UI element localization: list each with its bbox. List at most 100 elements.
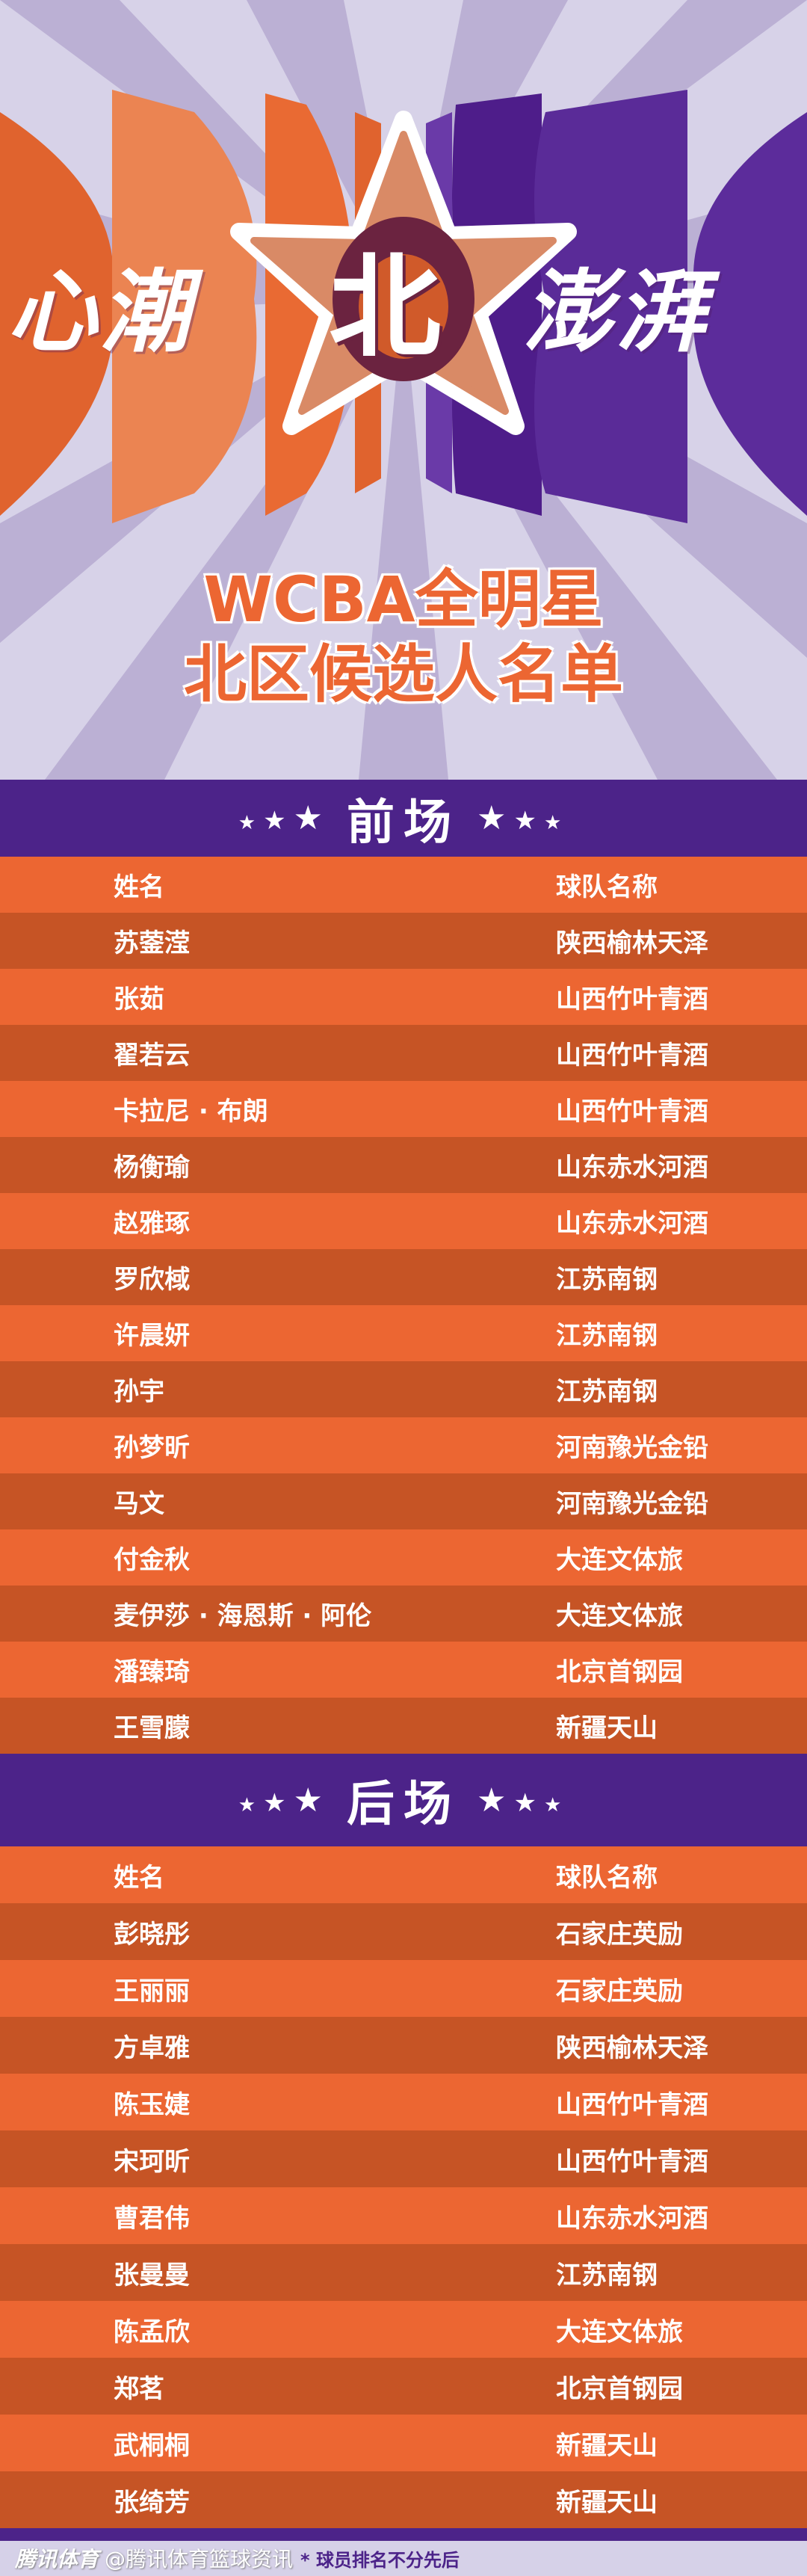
player-name: 陈孟欣 [114,2317,190,2347]
player-name: 郑茗 [114,2373,164,2404]
team-name: 江苏南钢 [556,1377,658,1407]
team-name: 石家庄英励 [556,1976,683,2006]
stars-left-icon: ★★★ [238,799,330,837]
player-name: 许晨妍 [114,1321,190,1351]
team-name: 大连文体旅 [556,1545,683,1575]
frontcourt-table: 姓名 球队名称 苏蓥滢 陕西榆林天泽 张茹 山西竹叶青酒 翟若云 山西竹叶青酒 卡拉尼 · … [0,857,807,1754]
section-title: 后场 [347,1777,460,1832]
team-name: 山西竹叶青酒 [556,2146,708,2177]
team-name: 新疆天山 [556,1713,658,1743]
team-name: 山西竹叶青酒 [556,2089,708,2120]
player-name: 方卓雅 [114,2033,190,2063]
table-row: 孙宇 江苏南钢 [0,1361,807,1417]
table-row: 潘臻琦 北京首钢园 [0,1642,807,1698]
team-name: 河南豫光金铅 [556,1433,708,1463]
backcourt-table: 姓名 球队名称 彭晓彤 石家庄英励 王丽丽 石家庄英励 方卓雅 陕西榆林天泽 陈玉婕 山西竹叶… [0,1846,807,2528]
player-name: 武桐桐 [114,2430,190,2461]
team-name: 山西竹叶青酒 [556,1041,708,1070]
player-name: 潘臻琦 [114,1657,190,1687]
player-name: 彭晓彤 [114,1919,190,1950]
team-name: 石家庄英励 [556,1919,683,1950]
team-name: 山西竹叶青酒 [556,1097,708,1127]
table-row: 卡拉尼 · 布朗 山西竹叶青酒 [0,1081,807,1137]
watermark-brand: 腾讯体育 [15,2547,99,2572]
table-row: 许晨妍 江苏南钢 [0,1305,807,1361]
section-header-frontcourt: ★★★ 前场 ★★★ [0,780,807,857]
column-header-team: 球队名称 [556,1862,658,1893]
player-name: 宋珂昕 [114,2146,190,2177]
team-name: 陕西榆林天泽 [556,2033,708,2063]
table-row: 陈玉婕 山西竹叶青酒 [0,2074,807,2130]
player-name: 曹君伟 [114,2203,190,2234]
table-row: 张曼曼 江苏南钢 [0,2244,807,2301]
column-header-name: 姓名 [114,1862,164,1893]
star-logo [230,111,577,435]
table-row: 张茹 山西竹叶青酒 [0,969,807,1025]
section-title: 前场 [347,795,460,851]
team-name: 山东赤水河酒 [556,1209,708,1239]
player-name: 张曼曼 [114,2260,190,2290]
table-row: 陈孟欣 大连文体旅 [0,2301,807,2358]
table-row: 赵雅琢 山东赤水河酒 [0,1193,807,1249]
player-name: 陈玉婕 [114,2089,190,2120]
stars-left-icon: ★★★ [238,1781,330,1819]
table-row: 方卓雅 陕西榆林天泽 [0,2017,807,2074]
team-name: 新疆天山 [556,2487,658,2518]
team-name: 新疆天山 [556,2430,658,2461]
player-name: 苏蓥滢 [114,928,190,958]
table-row: 宋珂昕 山西竹叶青酒 [0,2130,807,2187]
table-row: 马文 河南豫光金铅 [0,1473,807,1529]
watermark-account: @腾讯体育篮球资讯 [105,2547,294,2572]
player-name: 马文 [114,1489,164,1519]
table-row: 苏蓥滢 陕西榆林天泽 [0,913,807,969]
player-name: 张绮芳 [114,2487,190,2518]
team-name: 北京首钢园 [556,1657,683,1687]
table-row: 麦伊莎 · 海恩斯 · 阿伦 大连文体旅 [0,1586,807,1642]
player-name: 罗欣棫 [114,1265,190,1295]
page-title: WCBA全明星 [203,563,604,636]
ranking-note: * 球员排名不分先后 [300,2549,460,2571]
column-header-name: 姓名 [114,872,164,902]
stars-right-icon: ★★★ [477,799,569,837]
player-name: 王丽丽 [114,1976,190,2006]
team-name: 河南豫光金铅 [556,1489,708,1519]
table-row: 孙梦昕 河南豫光金铅 [0,1417,807,1473]
player-name: 卡拉尼 · 布朗 [114,1097,268,1127]
team-name: 山西竹叶青酒 [556,985,708,1014]
table-row: 付金秋 大连文体旅 [0,1529,807,1586]
team-name: 北京首钢园 [556,2373,683,2404]
team-name: 山东赤水河酒 [556,2203,708,2234]
team-name: 山东赤水河酒 [556,1153,708,1183]
table-row: 王雪朦 新疆天山 [0,1698,807,1754]
page-subtitle: 北区候选人名单 [183,638,623,711]
table-row: 王丽丽 石家庄英励 [0,1960,807,2017]
table-row: 彭晓彤 石家庄英励 [0,1903,807,1960]
table-row: 郑茗 北京首钢园 [0,2358,807,2415]
table-row: 翟若云 山西竹叶青酒 [0,1025,807,1081]
slogan-right: 澎湃 [523,261,708,365]
team-name: 江苏南钢 [556,2260,658,2290]
player-name: 张茹 [114,985,164,1014]
player-name: 赵雅琢 [114,1209,190,1239]
player-name: 王雪朦 [114,1713,190,1743]
table-row: 张绮芳 新疆天山 [0,2471,807,2528]
stars-right-icon: ★★★ [477,1781,569,1819]
table-row: 曹君伟 山东赤水河酒 [0,2187,807,2244]
team-name: 大连文体旅 [556,2317,683,2347]
team-name: 江苏南钢 [556,1265,658,1295]
footer: 腾讯体育 @腾讯体育篮球资讯 * 球员排名不分先后 [0,2541,807,2575]
player-name: 付金秋 [114,1545,190,1575]
divider [0,2528,807,2541]
player-name: 孙梦昕 [114,1433,190,1463]
slogan-left: 心潮 [7,261,193,365]
section-header-backcourt: ★★★ 后场 ★★★ [0,1754,807,1846]
team-name: 陕西榆林天泽 [556,928,708,958]
table-header-row: 姓名 球队名称 [0,1846,807,1903]
table-header-row: 姓名 球队名称 [0,857,807,913]
player-name: 杨衡瑜 [114,1153,190,1183]
banner-artwork [0,0,807,780]
table-row: 武桐桐 新疆天山 [0,2415,807,2471]
player-name: 翟若云 [114,1041,190,1070]
table-row: 罗欣棫 江苏南钢 [0,1249,807,1305]
column-header-team: 球队名称 [556,872,658,902]
